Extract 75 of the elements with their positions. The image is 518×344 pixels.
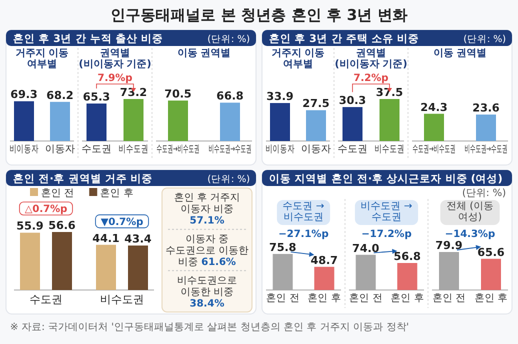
chart-title: 혼인 후 3년 간 누적 출산 비중 (13, 33, 164, 45)
data-label: 69.3 (10, 88, 38, 102)
text: ※ 자료: 국가데이터처 '인구동태패널통계로 살펴본 청년층의 혼인 후 거주지 이동과 정착' (10, 322, 410, 333)
data-label: 66.8 (216, 90, 244, 103)
data-label: 74.0 (352, 242, 380, 255)
x-tick-label: 수도권 (338, 144, 368, 155)
chart-subtitle: 이동 권역별 (177, 48, 231, 59)
data-label: 65.3 (82, 90, 110, 104)
x-tick-label: 수도권→비수도권 (412, 143, 456, 154)
x-tick-label: 비이동자 (9, 144, 39, 156)
x-tick-label: 혼인 후 (308, 293, 341, 304)
x-tick-label: 수도권 (82, 144, 112, 155)
legend-label: 혼인 후 (100, 188, 134, 199)
data-label: 65.6 (477, 246, 505, 259)
x-tick-label: 비수도권 (374, 144, 404, 156)
chart-subtitle: 거주지 이동 여부별 (15, 48, 69, 70)
x-tick-label: 혼인 후 (474, 293, 508, 304)
data-label: 70.5 (164, 88, 192, 101)
text: 이동 지역별 혼인 전·후 상시근로자 비중 (여성) (269, 173, 503, 185)
legend-label: 혼인 전 (41, 188, 74, 199)
text: (단위: %) (207, 174, 250, 185)
chart-title: 혼인 전·후 권역별 거주 비중 (13, 173, 153, 185)
data-label: 79.9 (435, 239, 463, 252)
x-tick-label: 수도권 (30, 293, 62, 306)
chart-subtitle: 수도권 → 비수도권 (282, 201, 324, 223)
text: 7.9%p (98, 73, 132, 84)
x-tick-label: 비수도권→수도권 (208, 143, 252, 154)
text: −27.1%p (278, 229, 329, 240)
x-tick-label: 이동자 (45, 144, 75, 155)
x-tick-label: 혼인 후 (390, 293, 424, 304)
chart-subtitle: 이동 권역별 (433, 48, 487, 59)
text: −14.3%p (444, 229, 496, 240)
x-tick-label: 비이동자 (265, 144, 295, 156)
data-label: 33.9 (266, 90, 294, 104)
x-tick-label: 비수도권 (100, 293, 144, 306)
x-tick-label: 수도권→비수도권 (156, 143, 200, 154)
data-label: 68.2 (46, 88, 74, 102)
text: 비수도권으로 이동한 비중 38.4% (177, 275, 237, 310)
text: △0.7%p (24, 204, 68, 215)
chart-subtitle: 거주지 이동 여부별 (271, 48, 325, 70)
bar (52, 232, 72, 290)
x-tick-label: 혼인 전 (266, 293, 300, 304)
text: (단위: %) (463, 34, 506, 45)
bar (128, 246, 148, 290)
data-label: 75.8 (269, 240, 296, 254)
chart-subtitle: 전체 (이동 여성) (446, 201, 494, 223)
data-label: 30.3 (338, 94, 366, 108)
data-label: 43.4 (124, 232, 152, 246)
x-tick-label: 비수도권 (118, 144, 148, 156)
chart-subtitle: 권역별 (비이동자 기준) (334, 48, 408, 70)
text: ▼0.7%p (100, 216, 144, 228)
text: 혼인 후 거주지 이동자 비중 57.1% (174, 192, 240, 227)
bar (20, 232, 40, 290)
chart-title: 혼인 후 3년 간 주택 소유 비중 (269, 33, 420, 45)
data-label: 56.8 (394, 250, 421, 263)
text: 7.2%p (354, 73, 388, 84)
x-tick-label: 이동자 (301, 144, 331, 155)
x-tick-label: 비수도권→수도권 (464, 143, 508, 154)
text: (단위: %) (207, 34, 250, 45)
chart-subtitle: 비수도권 → 수도권 (360, 201, 412, 223)
data-label: 27.5 (302, 97, 330, 110)
data-label: 48.7 (310, 254, 338, 267)
x-tick-label: 혼인 전 (349, 293, 382, 304)
text: −17.2%p (361, 229, 412, 240)
text: (단위: %) (462, 188, 506, 199)
text: 인구동태패널로 본 청년층 혼인 후 3년 변화 (110, 6, 408, 24)
data-label: 23.6 (472, 102, 500, 115)
bar (96, 244, 116, 290)
data-label: 55.9 (16, 220, 44, 233)
data-label: 56.6 (48, 219, 76, 232)
data-label: 44.1 (92, 232, 120, 245)
x-tick-label: 혼인 전 (432, 293, 466, 304)
data-label: 24.3 (420, 100, 448, 114)
text: 이동자 중 수도권으로 이동한 비중 61.6% (165, 234, 249, 268)
chart-subtitle: 권역별 (비이동자 기준) (78, 48, 152, 70)
